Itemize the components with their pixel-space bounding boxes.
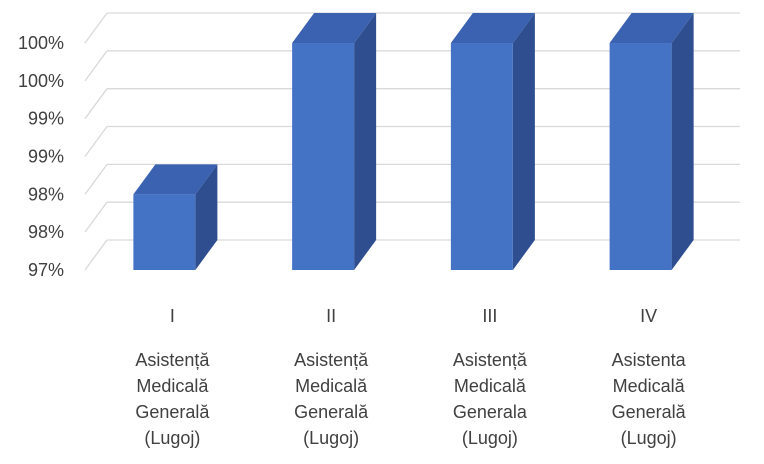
bar-side [195, 164, 218, 270]
y-tick-label: 99% [28, 147, 64, 167]
bar [133, 164, 218, 270]
gridline-depth [84, 12, 108, 44]
y-tick-label: 100% [18, 71, 64, 91]
bar-top [292, 13, 377, 44]
category-name-line: Generală [612, 402, 687, 422]
category-roman-label: IV [640, 306, 657, 326]
category-name-line: Asistență [294, 350, 369, 370]
category-label: IV Asistenta Medicală Generală (Lugoj) [612, 306, 687, 448]
gridline-depth [84, 239, 108, 271]
y-axis-tick-labels: 97% 98% 98% 99% 99% 100% 100% [18, 33, 64, 280]
bar-side [512, 13, 535, 271]
bar [292, 13, 377, 271]
gridline-depth [84, 163, 108, 195]
gridline-depth [84, 201, 108, 233]
category-name-line: (Lugoj) [303, 428, 359, 448]
category-name-line: Asistenta [612, 350, 687, 370]
category-roman-label: II [326, 306, 336, 326]
bar-front [133, 194, 196, 270]
category-name-line: (Lugoj) [462, 428, 518, 448]
bar-top [609, 13, 694, 44]
bar-top [450, 13, 535, 44]
category-label: I Asistență Medicală Generală (Lugoj) [135, 306, 210, 448]
category-name-line: Generală [135, 402, 210, 422]
category-name-line: Asistență [135, 350, 210, 370]
bar-front [292, 43, 355, 270]
y-tick-label: 97% [28, 260, 64, 280]
y-tick-label: 99% [28, 109, 64, 129]
gridline-depth [84, 126, 108, 157]
bar-side [354, 13, 377, 271]
bar-side [671, 13, 694, 271]
y-tick-label: 98% [28, 184, 64, 204]
category-name-line: (Lugoj) [621, 428, 677, 448]
category-label: III Asistență Medicală Generala (Lugoj) [453, 306, 528, 448]
category-roman-label: I [170, 306, 175, 326]
y-tick-label: 100% [18, 33, 64, 53]
category-name-line: Medicală [295, 376, 368, 396]
category-name-line: Medicală [454, 376, 527, 396]
category-name-line: Medicală [613, 376, 686, 396]
bars [133, 13, 694, 271]
bar [609, 13, 694, 271]
category-name-line: (Lugoj) [144, 428, 200, 448]
x-axis-category-labels: I Asistență Medicală Generală (Lugoj) II Asist… [135, 306, 686, 448]
gridline-depth [84, 88, 108, 120]
bar [450, 13, 535, 271]
gridline-depth [84, 50, 108, 82]
category-name-line: Asistență [453, 350, 528, 370]
y-tick-label: 98% [28, 222, 64, 242]
category-label: II Asistență Medicală Generală (Lugoj) [294, 306, 369, 448]
bar-front [450, 43, 513, 270]
category-name-line: Generală [294, 402, 369, 422]
category-roman-label: III [482, 306, 497, 326]
category-name-line: Medicală [136, 376, 209, 396]
category-name-line: Generala [453, 402, 528, 422]
bar-top [133, 164, 218, 195]
bar-front [609, 43, 672, 270]
